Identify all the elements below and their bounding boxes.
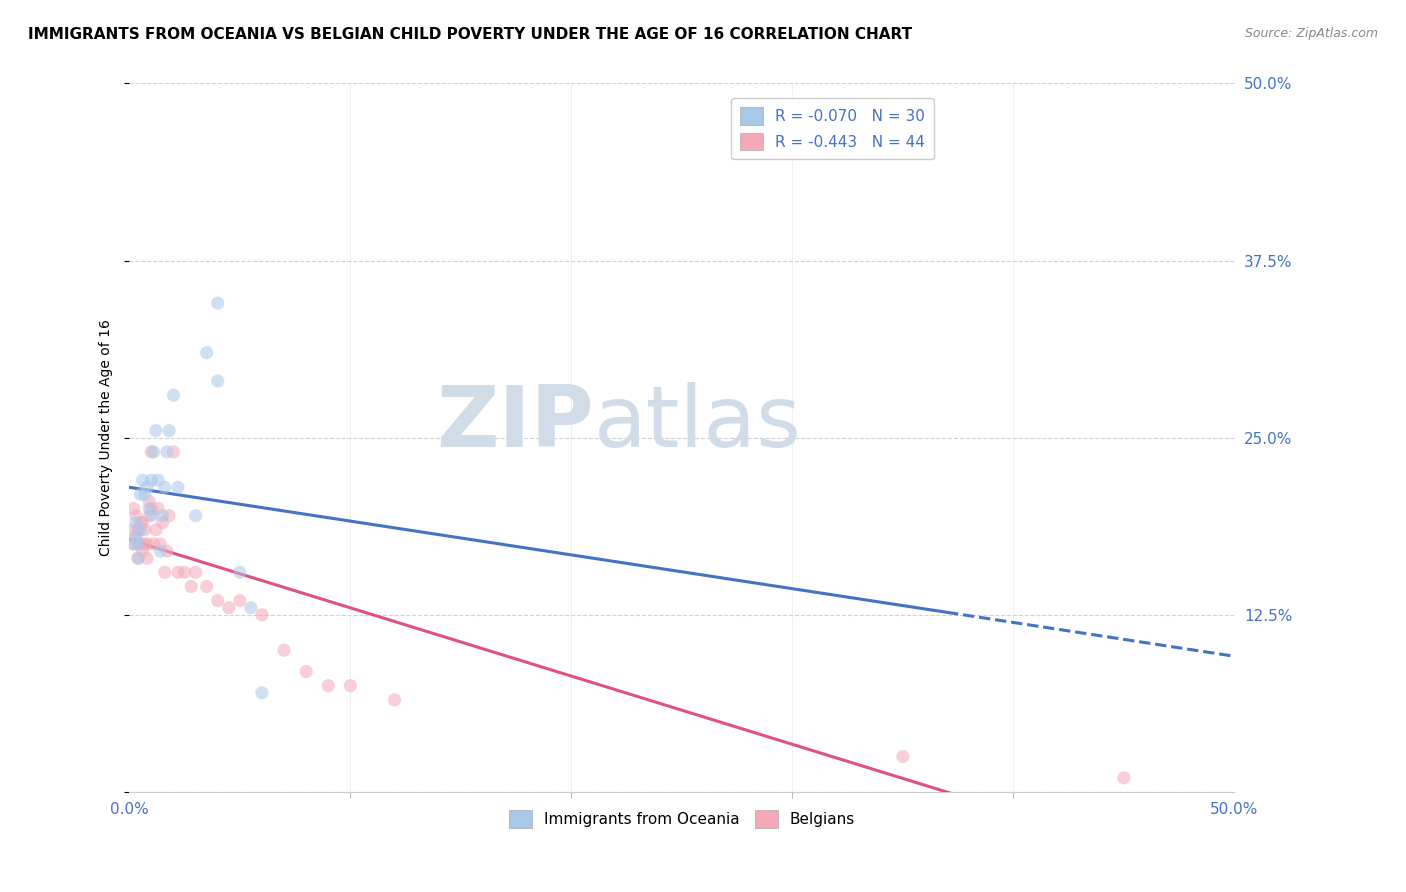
Point — [138, 508, 160, 523]
Point — [162, 445, 184, 459]
Point — [131, 544, 153, 558]
Point — [134, 523, 156, 537]
Point — [180, 579, 202, 593]
Point — [141, 473, 163, 487]
Point — [250, 686, 273, 700]
Point — [173, 566, 195, 580]
Point — [141, 508, 163, 523]
Point — [145, 424, 167, 438]
Point — [149, 537, 172, 551]
Point — [167, 566, 190, 580]
Point — [131, 516, 153, 530]
Point — [127, 523, 149, 537]
Point — [136, 480, 159, 494]
Point — [167, 480, 190, 494]
Point — [127, 551, 149, 566]
Point — [153, 480, 176, 494]
Point — [156, 445, 179, 459]
Point — [162, 388, 184, 402]
Point — [384, 693, 406, 707]
Point — [207, 374, 229, 388]
Point — [125, 530, 148, 544]
Point — [127, 551, 149, 566]
Point — [131, 473, 153, 487]
Point — [239, 600, 262, 615]
Point — [149, 544, 172, 558]
Point — [207, 296, 229, 310]
Point — [1112, 771, 1135, 785]
Point — [146, 501, 169, 516]
Point — [153, 566, 176, 580]
Point — [229, 566, 252, 580]
Point — [195, 345, 218, 359]
Point — [129, 523, 152, 537]
Point — [136, 551, 159, 566]
Text: atlas: atlas — [593, 382, 801, 465]
Text: ZIP: ZIP — [436, 382, 593, 465]
Point — [250, 607, 273, 622]
Point — [122, 537, 145, 551]
Point — [125, 508, 148, 523]
Point — [134, 537, 156, 551]
Point — [152, 508, 174, 523]
Point — [229, 593, 252, 607]
Point — [138, 494, 160, 508]
Point — [142, 537, 165, 551]
Point — [316, 679, 339, 693]
Point — [146, 473, 169, 487]
Point — [121, 523, 143, 537]
Point — [184, 508, 207, 523]
Point — [134, 487, 156, 501]
Point — [184, 566, 207, 580]
Text: Source: ZipAtlas.com: Source: ZipAtlas.com — [1244, 27, 1378, 40]
Point — [141, 501, 163, 516]
Point — [218, 600, 240, 615]
Point — [295, 665, 318, 679]
Point — [156, 544, 179, 558]
Point — [125, 530, 148, 544]
Point — [145, 523, 167, 537]
Point — [141, 445, 163, 459]
Point — [129, 537, 152, 551]
Point — [157, 508, 180, 523]
Point — [125, 516, 148, 530]
Point — [138, 501, 160, 516]
Point — [195, 579, 218, 593]
Point — [273, 643, 295, 657]
Point — [157, 424, 180, 438]
Point — [339, 679, 361, 693]
Point — [136, 537, 159, 551]
Point — [122, 537, 145, 551]
Point — [891, 749, 914, 764]
Point — [207, 593, 229, 607]
Point — [142, 445, 165, 459]
Point — [122, 501, 145, 516]
Text: IMMIGRANTS FROM OCEANIA VS BELGIAN CHILD POVERTY UNDER THE AGE OF 16 CORRELATION: IMMIGRANTS FROM OCEANIA VS BELGIAN CHILD… — [28, 27, 912, 42]
Point — [129, 516, 152, 530]
Point — [152, 516, 174, 530]
Y-axis label: Child Poverty Under the Age of 16: Child Poverty Under the Age of 16 — [100, 319, 114, 556]
Point — [127, 537, 149, 551]
Point — [129, 487, 152, 501]
Legend: Immigrants from Oceania, Belgians: Immigrants from Oceania, Belgians — [502, 804, 860, 834]
